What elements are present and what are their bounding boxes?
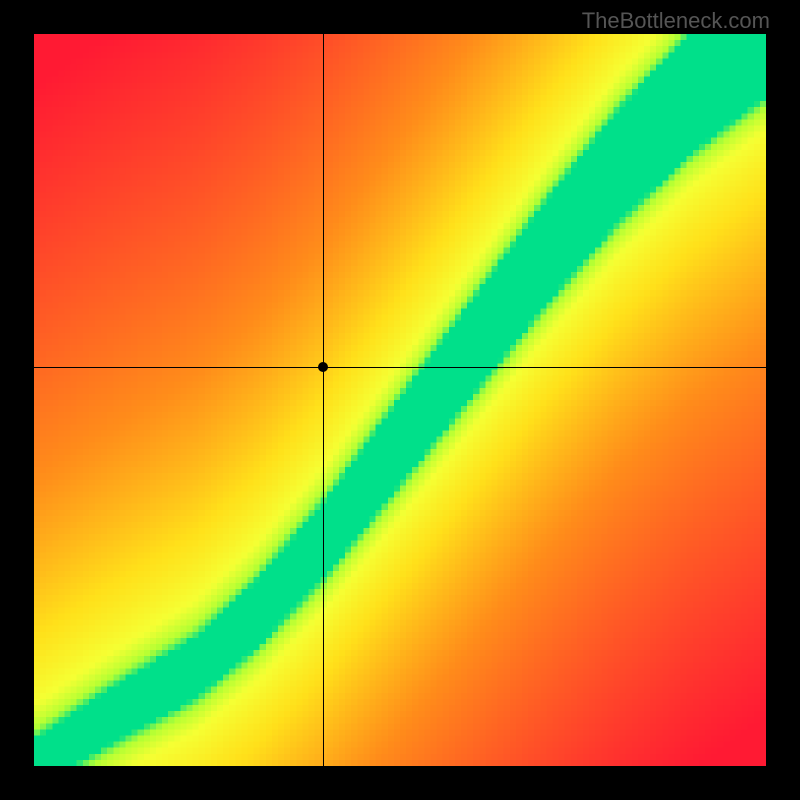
crosshair-horizontal (34, 367, 766, 368)
bottleneck-heatmap (34, 34, 766, 766)
plot-area (34, 34, 766, 766)
data-point-marker (318, 362, 328, 372)
crosshair-vertical (323, 34, 324, 766)
watermark-text: TheBottleneck.com (582, 8, 770, 34)
